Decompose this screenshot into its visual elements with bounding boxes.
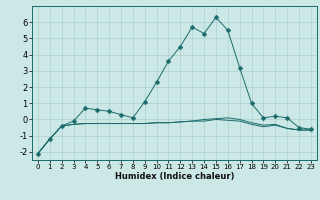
X-axis label: Humidex (Indice chaleur): Humidex (Indice chaleur) [115,172,234,181]
